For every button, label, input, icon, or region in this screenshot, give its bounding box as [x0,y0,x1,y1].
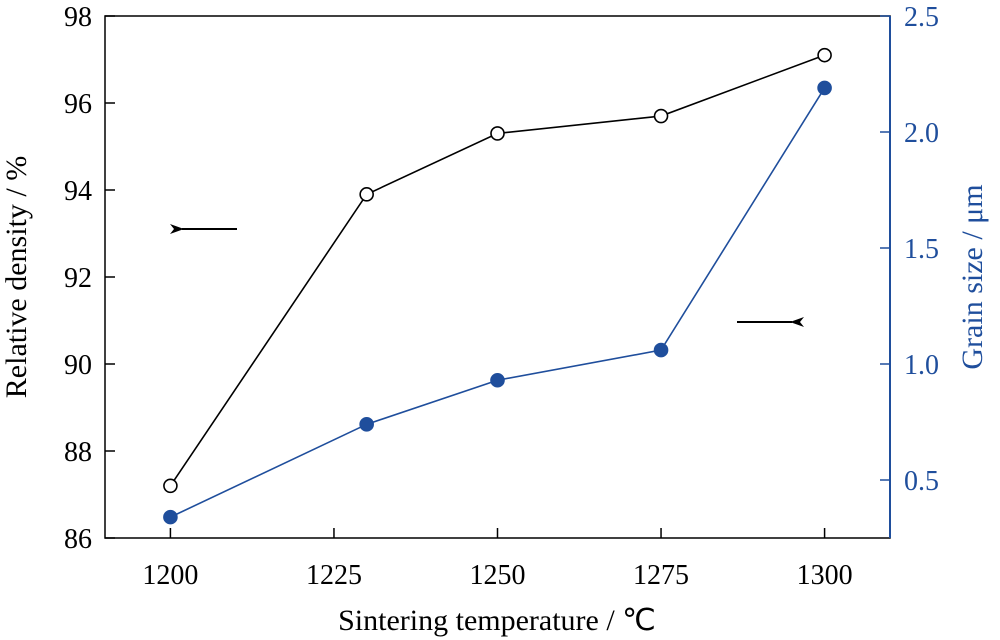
series-1-point [490,126,505,141]
ticks: 1200 1225 1250 1275 1300 86 88 90 92 94 96 98 0.5 1.0… [64,2,939,591]
y-right-tick-label: 0.5 [904,466,939,497]
x-tick-label: 1300 [797,560,853,591]
x-tick-label: 1225 [306,560,362,591]
series-1-point [817,47,832,63]
y-right-tick-label: 1.5 [904,234,939,265]
x-tick-label: 1200 [142,560,198,591]
markers [163,47,832,525]
series-2-point [817,80,832,96]
y-left-tick-label: 92 [64,263,92,294]
y-left-tick-label: 94 [64,176,92,207]
x-axis-title: Sintering temperature / ℃ [338,604,656,637]
y-left-tick-label: 96 [64,89,92,120]
y-left-tick-label: 86 [64,524,92,555]
y-right-axis-title: Grain size / μm [956,184,989,369]
x-tick-label: 1250 [470,560,526,591]
series-1-point [653,108,669,124]
plot-frame [104,15,891,539]
series-1-point [359,187,374,202]
y-left-tick-label: 90 [64,350,92,381]
series-2-point [490,372,505,388]
series-2-point [359,417,374,432]
series-2-point [653,342,669,358]
series-2-point [163,509,178,525]
y-left-tick-label: 98 [64,2,92,33]
series-1-point [163,478,178,494]
y-left-axis-title: Relative density / % [0,156,33,398]
y-right-tick-label: 1.0 [904,350,939,381]
series-2-line [170,87,826,518]
x-tick-label: 1275 [633,560,689,591]
series-lines [169,54,826,518]
y-left-tick-label: 88 [64,437,92,468]
y-right-tick-label: 2.5 [904,2,939,33]
series-1-line [169,54,825,487]
y-right-tick-label: 2.0 [904,118,939,149]
